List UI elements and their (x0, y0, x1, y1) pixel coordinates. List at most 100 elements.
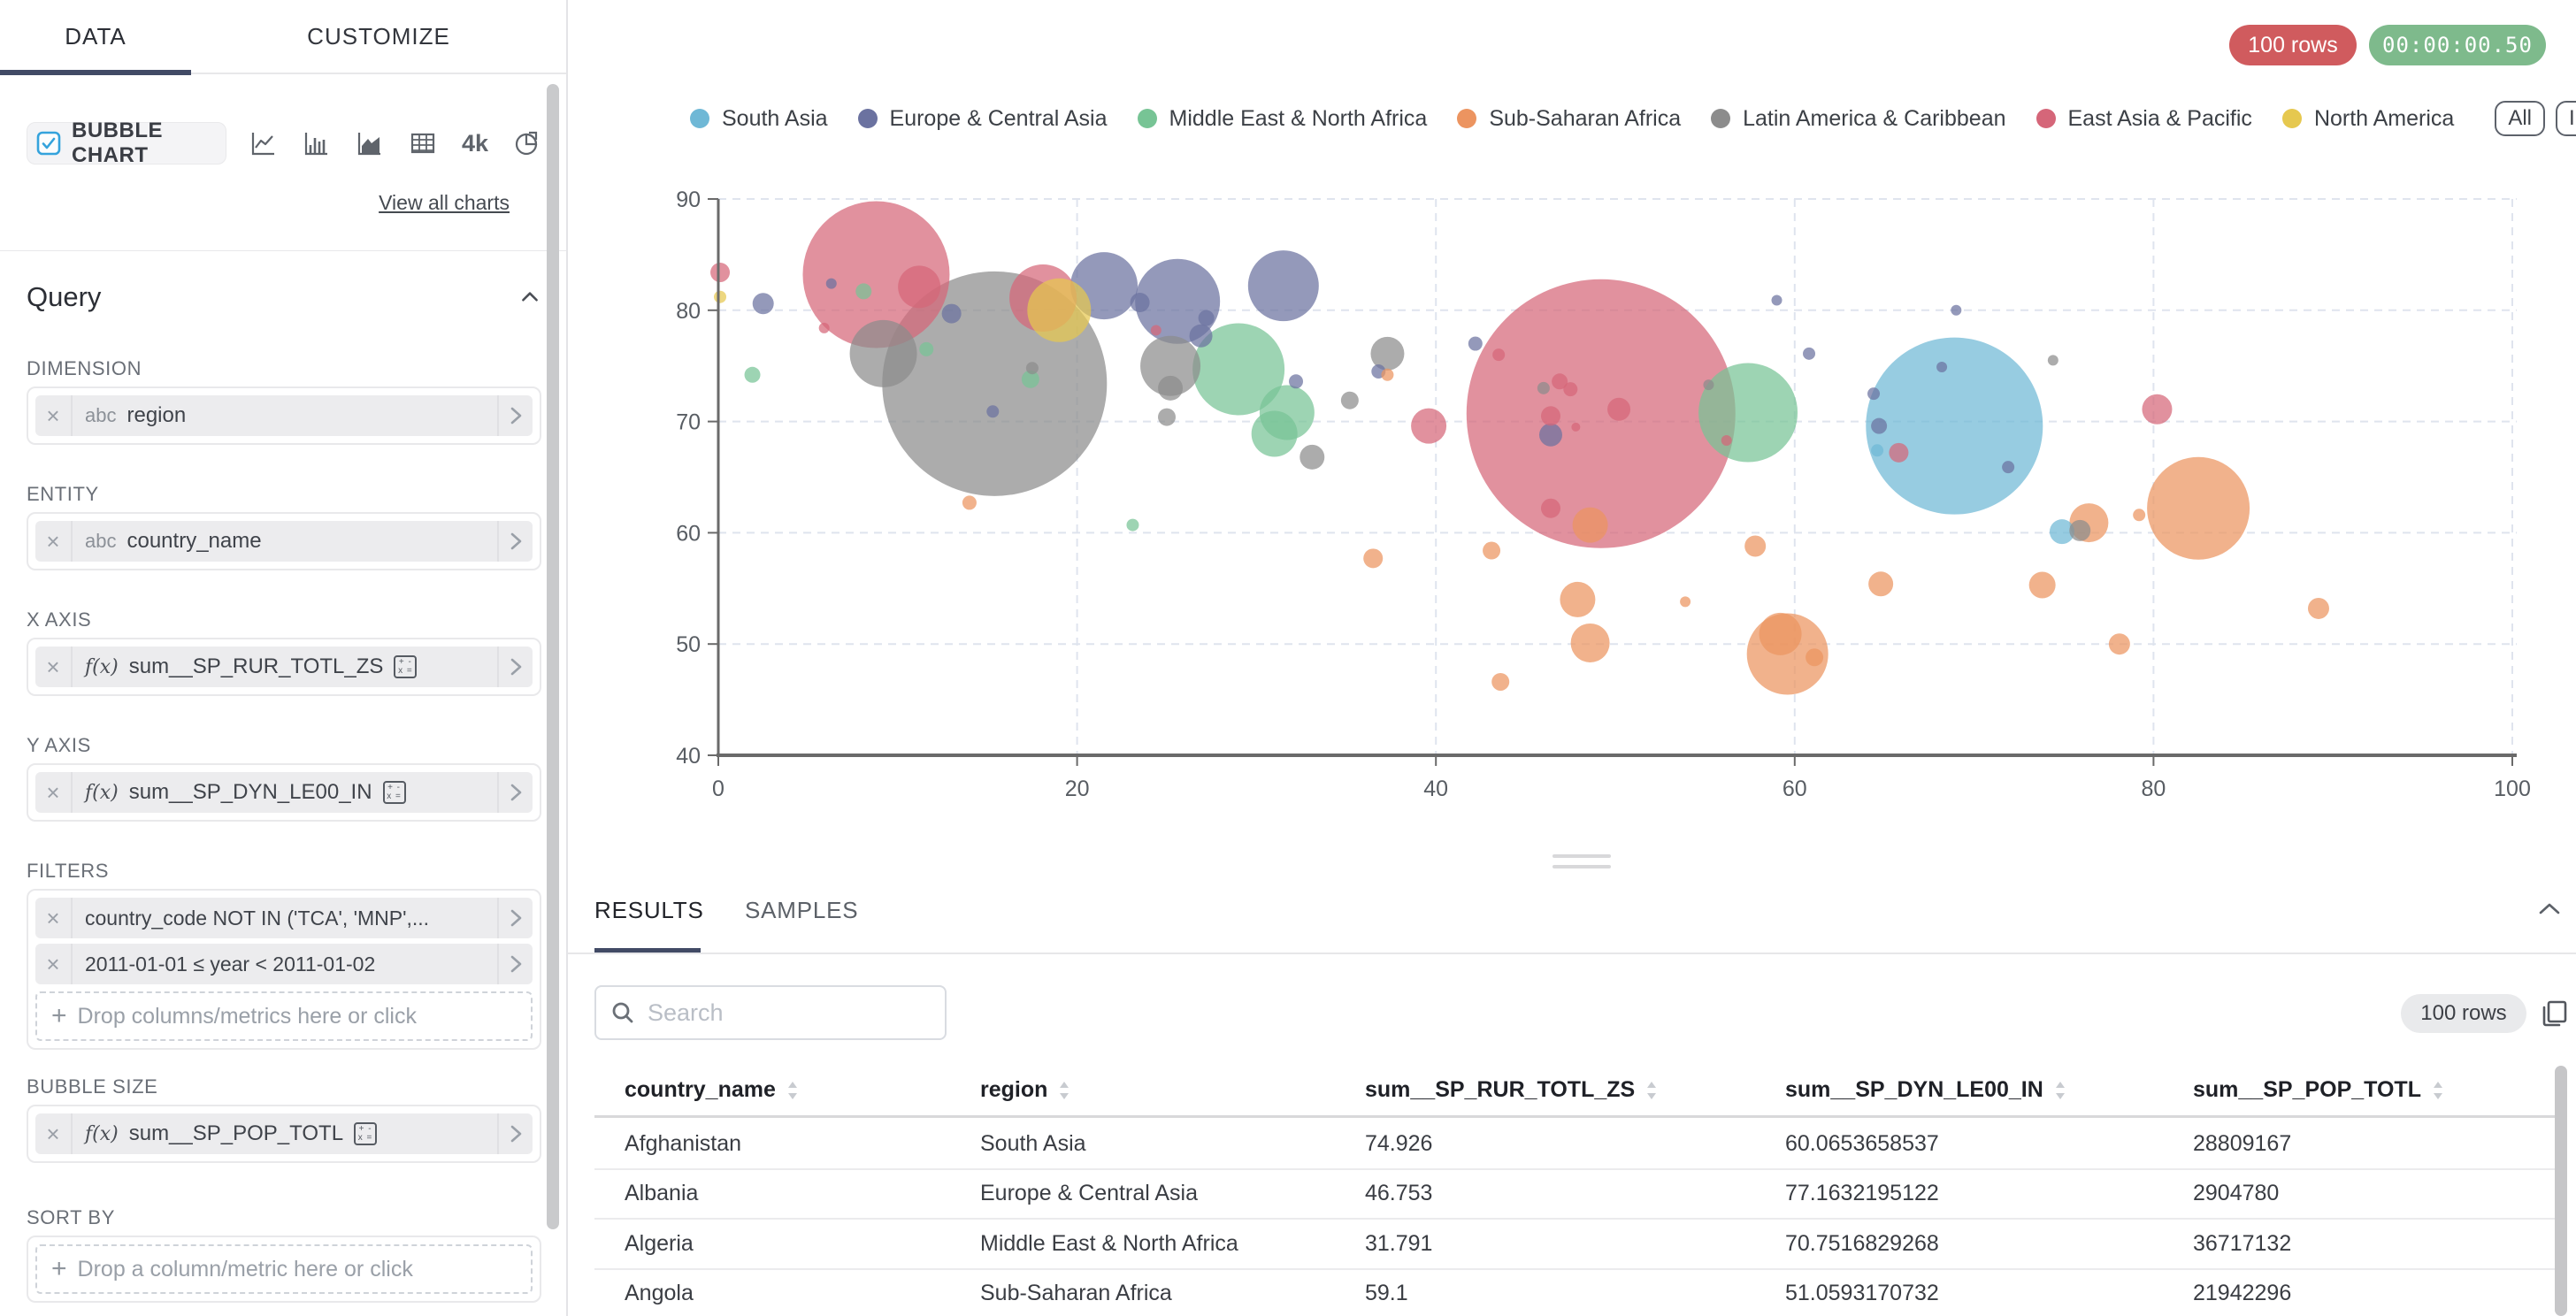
bubble[interactable] (1025, 362, 1039, 375)
bubble[interactable] (1951, 304, 1962, 316)
bubble[interactable] (1158, 375, 1184, 401)
search-input[interactable] (648, 998, 931, 1027)
sort-icon[interactable] (1645, 1081, 1658, 1100)
bubble[interactable] (1538, 423, 1562, 447)
bar-chart-icon[interactable] (303, 129, 331, 157)
bubble[interactable] (1363, 548, 1384, 569)
legend-inv-button[interactable]: Inv (2556, 101, 2576, 136)
bubble[interactable] (1698, 363, 1798, 463)
column-header-sum__SP_DYN_LE00_IN[interactable]: sum__SP_DYN_LE00_IN (1785, 1077, 2066, 1103)
bubble[interactable] (2307, 597, 2329, 619)
legend-item-4[interactable]: Latin America & Caribbean (1711, 106, 2006, 132)
bubble[interactable] (2002, 461, 2015, 474)
copy-icon[interactable] (2539, 998, 2571, 1029)
bubble[interactable] (825, 278, 837, 289)
column-header-sum__SP_POP_TOTL[interactable]: sum__SP_POP_TOTL (2193, 1077, 2444, 1103)
bubble[interactable] (962, 495, 977, 510)
legend-item-5[interactable]: East Asia & Pacific (2036, 106, 2252, 132)
sort-icon[interactable] (2432, 1081, 2444, 1100)
bubble[interactable] (1571, 422, 1581, 432)
bubble[interactable] (1806, 648, 1824, 667)
remove-icon[interactable]: × (35, 1113, 73, 1154)
filter-pill-1[interactable]: × 2011-01-01 ≤ year < 2011-01-02 (35, 944, 533, 984)
bubble[interactable] (1411, 408, 1447, 444)
legend-item-2[interactable]: Middle East & North Africa (1137, 106, 1427, 132)
bubble[interactable] (1158, 408, 1176, 426)
collapse-section-icon[interactable] (518, 286, 541, 309)
bubble[interactable] (1759, 612, 1802, 655)
bubble[interactable] (1021, 370, 1039, 388)
bubble[interactable] (1300, 444, 1325, 470)
bubble[interactable] (1126, 518, 1139, 532)
chevron-right-icon[interactable] (497, 944, 533, 984)
bubble[interactable] (1189, 324, 1213, 348)
bubble[interactable] (1680, 596, 1691, 608)
bubble[interactable] (849, 319, 917, 387)
entity-pill[interactable]: × abc country_name (35, 521, 533, 562)
view-all-charts-link[interactable]: View all charts (379, 191, 510, 214)
bubble[interactable] (2108, 633, 2130, 655)
area-chart-icon[interactable] (356, 129, 384, 157)
bubble[interactable] (1867, 387, 1881, 401)
bubble[interactable] (2049, 519, 2074, 545)
bubble[interactable] (818, 322, 830, 333)
bubble[interactable] (1537, 381, 1550, 394)
bubble[interactable] (1540, 498, 1560, 518)
remove-icon[interactable]: × (35, 898, 73, 938)
sidebar-scrollbar[interactable] (547, 84, 559, 1229)
bubble[interactable] (1771, 295, 1782, 306)
checkbox-checked-icon[interactable] (36, 131, 61, 156)
bubble[interactable] (802, 201, 950, 348)
remove-icon[interactable]: × (35, 647, 73, 687)
bubble-size-pill[interactable]: × f(x) sum__SP_POP_TOTL + -x = (35, 1113, 533, 1154)
bubble[interactable] (1340, 391, 1359, 409)
chevron-right-icon[interactable] (497, 647, 533, 687)
column-header-region[interactable]: region (980, 1077, 1070, 1103)
bubble[interactable] (1607, 397, 1631, 421)
bubble[interactable] (2133, 509, 2146, 522)
bubble[interactable] (1889, 442, 1909, 463)
bubble[interactable] (744, 366, 761, 383)
remove-icon[interactable]: × (35, 395, 73, 436)
pie-chart-icon[interactable] (513, 129, 541, 157)
bubble[interactable] (1703, 379, 1714, 391)
chevron-right-icon[interactable] (497, 898, 533, 938)
bubble[interactable] (1027, 278, 1092, 342)
column-header-country_name[interactable]: country_name (625, 1077, 799, 1103)
bubble[interactable] (1563, 382, 1578, 397)
bubble[interactable] (1866, 337, 2043, 515)
chevron-right-icon[interactable] (497, 395, 533, 436)
remove-icon[interactable]: × (35, 521, 73, 562)
chevron-right-icon[interactable] (497, 1113, 533, 1154)
4k-icon[interactable]: 4k (461, 129, 488, 157)
bubble[interactable] (1468, 336, 1483, 351)
legend-item-3[interactable]: Sub-Saharan Africa (1457, 106, 1681, 132)
table-icon[interactable] (409, 129, 437, 157)
bubble[interactable] (714, 290, 727, 303)
bubble[interactable] (1192, 323, 1285, 416)
bubble[interactable] (1721, 434, 1732, 446)
tab-results[interactable]: RESULTS (594, 897, 704, 923)
bubble[interactable] (1803, 347, 1816, 360)
sort-icon[interactable] (786, 1081, 799, 1100)
bubble[interactable] (1150, 325, 1162, 336)
bubble[interactable] (1572, 507, 1608, 543)
tab-data[interactable]: DATA (65, 22, 126, 50)
filter-pill-0[interactable]: × country_code NOT IN ('TCA', 'MNP',... (35, 898, 533, 938)
legend-all-button[interactable]: All (2495, 101, 2545, 136)
bubble[interactable] (1570, 623, 1610, 662)
bubble[interactable] (1247, 250, 1319, 322)
bubble[interactable] (710, 263, 731, 283)
bubble[interactable] (1140, 335, 1201, 396)
filters-drop-zone[interactable]: + Drop columns/metrics here or click (35, 991, 533, 1041)
bubble[interactable] (1868, 571, 1894, 597)
bubble[interactable] (1560, 581, 1596, 617)
bubble[interactable] (2147, 456, 2250, 560)
bubble[interactable] (855, 283, 872, 300)
legend-item-0[interactable]: South Asia (690, 106, 828, 132)
bubble[interactable] (1198, 310, 1215, 326)
bubble[interactable] (941, 303, 962, 324)
bubble[interactable] (1466, 279, 1736, 548)
bubble[interactable] (1289, 374, 1304, 389)
tab-customize[interactable]: CUSTOMIZE (307, 22, 450, 50)
